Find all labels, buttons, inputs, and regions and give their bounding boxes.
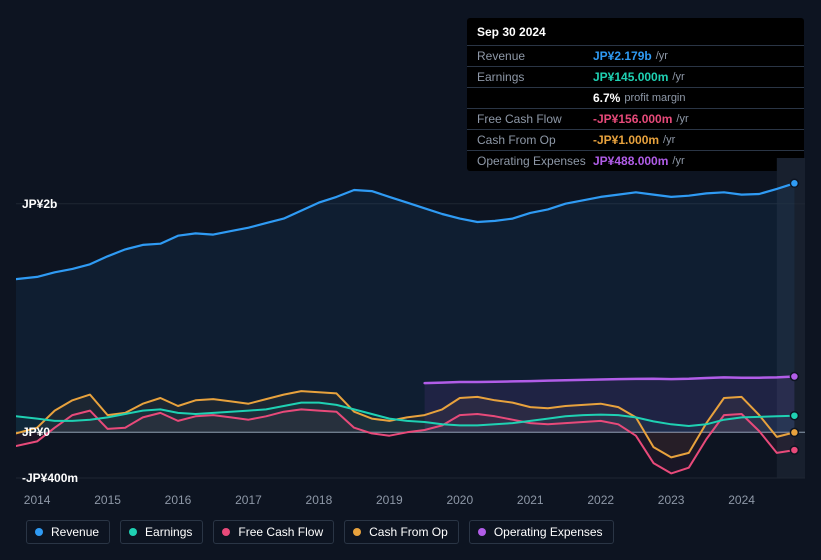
tooltip-row-unit: profit margin (624, 92, 685, 104)
legend-label: Earnings (145, 525, 192, 539)
chart-area[interactable]: JP¥2b JP¥0 -JP¥400m 2014 2015 2016 2017 2018 201… (16, 158, 805, 513)
x-axis-label: 2024 (728, 493, 755, 507)
tooltip-row-unit: /yr (672, 71, 684, 83)
legend-item[interactable]: Cash From Op (344, 520, 459, 544)
tooltip-row: EarningsJP¥145.000m/yr (467, 67, 804, 88)
x-axis-label: 2020 (446, 493, 473, 507)
tooltip-row-label: Earnings (477, 70, 593, 84)
legend-item[interactable]: Revenue (26, 520, 110, 544)
tooltip-row-value: JP¥2.179b (593, 49, 652, 63)
legend-label: Revenue (51, 525, 99, 539)
legend: Revenue Earnings Free Cash Flow Cash From O… (26, 520, 614, 544)
legend-item[interactable]: Free Cash Flow (213, 520, 334, 544)
x-axis-label: 2014 (24, 493, 51, 507)
tooltip-row-unit: /yr (663, 134, 675, 146)
financial-chart-root: { "background_color": "#0d1421", "toolti… (0, 0, 821, 560)
legend-dot-icon (478, 528, 486, 536)
y-axis-label: JP¥2b (22, 197, 57, 211)
legend-item[interactable]: Earnings (120, 520, 203, 544)
legend-label: Operating Expenses (494, 525, 603, 539)
tooltip-row-label: Free Cash Flow (477, 112, 593, 126)
tooltip-row: Cash From Op-JP¥1.000m/yr (467, 130, 804, 151)
x-axis-label: 2015 (94, 493, 121, 507)
tooltip-row-value: JP¥145.000m (593, 70, 668, 84)
legend-dot-icon (35, 528, 43, 536)
x-axis-label: 2016 (165, 493, 192, 507)
tooltip-row-value: -JP¥1.000m (593, 133, 659, 147)
legend-label: Cash From Op (369, 525, 448, 539)
hover-tooltip: Sep 30 2024 RevenueJP¥2.179b/yrEarningsJ… (467, 18, 804, 171)
x-axis-label: 2021 (517, 493, 544, 507)
tooltip-row: 6.7% profit margin (467, 88, 804, 109)
legend-item[interactable]: Operating Expenses (469, 520, 614, 544)
tooltip-row-label: Revenue (477, 49, 593, 63)
tooltip-row-unit: /yr (656, 50, 668, 62)
x-axis-label: 2019 (376, 493, 403, 507)
tooltip-row: Free Cash Flow-JP¥156.000m/yr (467, 109, 804, 130)
legend-dot-icon (222, 528, 230, 536)
x-axis-label: 2022 (587, 493, 614, 507)
tooltip-row-unit: /yr (676, 113, 688, 125)
legend-dot-icon (129, 528, 137, 536)
tooltip-row-value: 6.7% (593, 91, 620, 105)
y-axis-label: JP¥0 (22, 425, 50, 439)
chart-svg (16, 158, 805, 513)
x-axis-label: 2017 (235, 493, 262, 507)
y-axis-label: -JP¥400m (22, 471, 78, 485)
legend-dot-icon (353, 528, 361, 536)
tooltip-row: RevenueJP¥2.179b/yr (467, 46, 804, 67)
tooltip-row-label: Cash From Op (477, 133, 593, 147)
tooltip-date: Sep 30 2024 (467, 18, 804, 46)
tooltip-rows: RevenueJP¥2.179b/yrEarningsJP¥145.000m/y… (467, 46, 804, 171)
legend-label: Free Cash Flow (238, 525, 323, 539)
x-axis-label: 2023 (658, 493, 685, 507)
tooltip-row-value: -JP¥156.000m (593, 112, 672, 126)
x-axis-label: 2018 (306, 493, 333, 507)
